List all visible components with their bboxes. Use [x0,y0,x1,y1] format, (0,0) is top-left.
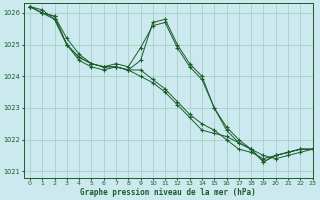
X-axis label: Graphe pression niveau de la mer (hPa): Graphe pression niveau de la mer (hPa) [80,188,256,197]
